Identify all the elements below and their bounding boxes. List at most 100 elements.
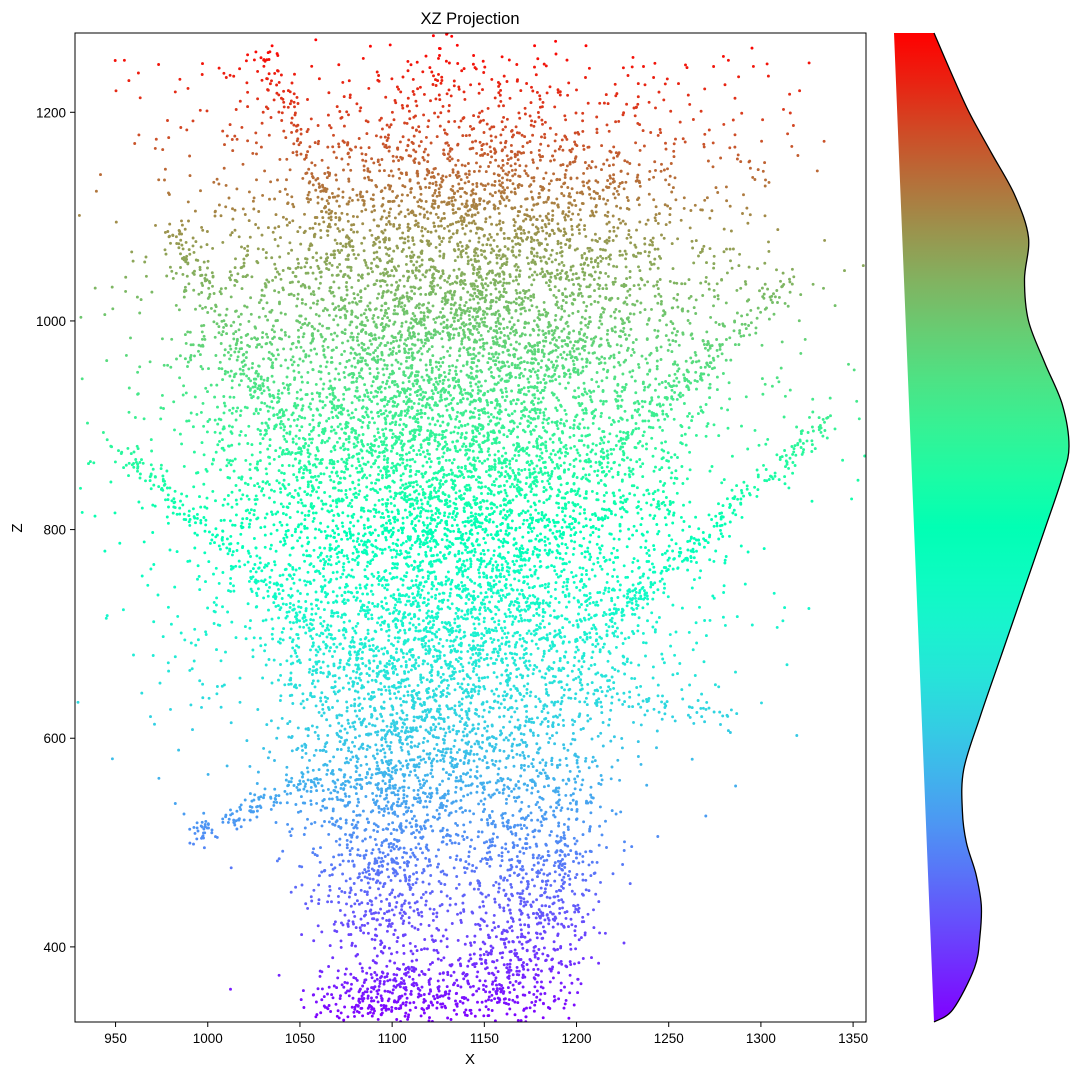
- scatter-point: [423, 773, 427, 777]
- scatter-point: [539, 932, 542, 936]
- scatter-point: [400, 748, 404, 752]
- scatter-point: [622, 849, 626, 852]
- scatter-point: [176, 614, 180, 618]
- scatter-point: [513, 658, 517, 662]
- scatter-point: [660, 577, 664, 581]
- scatter-point: [394, 1007, 398, 1010]
- scatter-point: [313, 783, 317, 787]
- scatter-point: [490, 809, 494, 813]
- scatter-point: [298, 428, 302, 432]
- scatter-point: [329, 791, 333, 795]
- scatter-point: [398, 600, 402, 604]
- scatter-point: [288, 516, 292, 519]
- scatter-point: [566, 825, 570, 829]
- scatter-point: [366, 1012, 370, 1015]
- scatter-point: [371, 986, 375, 990]
- scatter-point: [366, 996, 370, 1000]
- scatter-point: [512, 843, 516, 847]
- scatter-point: [503, 652, 507, 656]
- scatter-point: [191, 728, 194, 732]
- scatter-point: [445, 828, 449, 832]
- scatter-point: [396, 814, 400, 818]
- scatter-point: [378, 893, 382, 897]
- scatter-point: [332, 611, 336, 615]
- scatter-point: [473, 965, 477, 969]
- scatter-point: [366, 931, 370, 935]
- scatter-point: [606, 516, 610, 520]
- scatter-point: [296, 726, 300, 730]
- scatter-point: [298, 486, 302, 490]
- scatter-point: [377, 582, 381, 586]
- scatter-point: [420, 642, 424, 646]
- scatter-point: [521, 637, 525, 640]
- scatter-point: [561, 718, 565, 722]
- scatter-point: [229, 987, 232, 991]
- scatter-point: [532, 445, 536, 449]
- scatter-point: [337, 721, 341, 725]
- scatter-point: [401, 914, 404, 918]
- scatter-point: [351, 740, 354, 744]
- scatter-point: [345, 981, 349, 985]
- scatter-point: [404, 1011, 408, 1015]
- scatter-point: [486, 933, 490, 937]
- scatter-point: [530, 639, 534, 643]
- scatter-point: [547, 922, 551, 926]
- scatter-point: [246, 442, 250, 445]
- scatter-point: [556, 700, 560, 704]
- scatter-point: [322, 711, 326, 715]
- scatter-point: [618, 583, 622, 587]
- scatter-point: [561, 510, 564, 514]
- scatter-point: [247, 497, 251, 501]
- scatter-point: [637, 565, 641, 569]
- scatter-point: [294, 434, 298, 438]
- scatter-point: [445, 678, 449, 682]
- scatter-point: [482, 904, 486, 908]
- scatter-point: [432, 757, 436, 761]
- scatter-point: [447, 662, 451, 666]
- scatter-point: [430, 791, 434, 795]
- scatter-point: [302, 1006, 306, 1009]
- scatter-point: [458, 628, 462, 632]
- scatter-point: [636, 740, 640, 744]
- scatter-point: [636, 755, 640, 758]
- scatter-point: [564, 650, 568, 654]
- scatter-point: [527, 931, 530, 935]
- scatter-point: [645, 361, 649, 365]
- scatter-point: [675, 491, 679, 495]
- scatter-point: [424, 580, 428, 584]
- scatter-point: [410, 965, 414, 969]
- scatter-point: [512, 764, 516, 768]
- scatter-point: [475, 790, 479, 794]
- scatter-point: [367, 601, 371, 604]
- scatter-point: [304, 751, 308, 755]
- scatter-point: [387, 909, 391, 913]
- scatter-point: [457, 607, 461, 611]
- scatter-point: [368, 644, 372, 648]
- scatter-point: [336, 747, 339, 751]
- scatter-point: [179, 631, 183, 635]
- scatter-point: [321, 789, 325, 793]
- scatter-point: [534, 916, 538, 920]
- scatter-point: [493, 926, 497, 930]
- scatter-point: [459, 798, 463, 802]
- scatter-point: [374, 881, 378, 884]
- scatter-point: [528, 568, 532, 572]
- scatter-point: [590, 568, 594, 572]
- scatter-point: [452, 724, 456, 728]
- scatter-point: [569, 917, 573, 921]
- scatter-point: [421, 892, 425, 896]
- scatter-point: [461, 1001, 465, 1005]
- scatter-point: [635, 686, 639, 689]
- scatter-point: [396, 640, 400, 644]
- scatter-point: [448, 856, 452, 859]
- scatter-point: [576, 451, 580, 455]
- scatter-point: [463, 1010, 466, 1014]
- scatter-point: [363, 990, 367, 994]
- scatter-point: [520, 932, 524, 936]
- scatter-point: [425, 805, 429, 809]
- scatter-point: [465, 610, 469, 614]
- scatter-point: [461, 780, 465, 784]
- scatter-point: [572, 596, 576, 600]
- scatter-point: [541, 1001, 545, 1005]
- scatter-point: [582, 443, 586, 447]
